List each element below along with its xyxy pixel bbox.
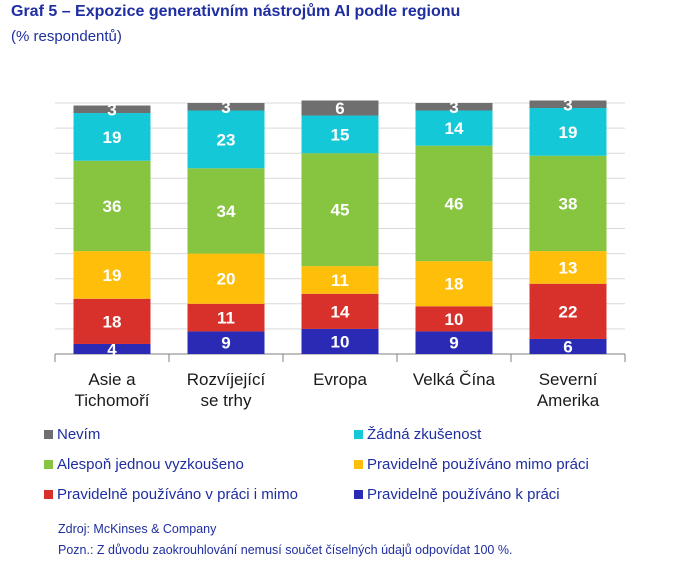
data-label: 19	[559, 123, 578, 142]
bar-segment	[187, 253, 265, 304]
bar-segment	[529, 283, 607, 339]
bar-segment	[415, 261, 493, 307]
bar-segment	[529, 251, 607, 284]
bar-segment	[301, 266, 379, 294]
legend-item: Nevím	[44, 426, 100, 443]
legend-swatch	[44, 430, 53, 439]
legend-swatch	[44, 490, 53, 499]
footnote: Pozn.: Z důvodu zaokrouhlování nemusí so…	[58, 543, 513, 557]
bar-segment	[301, 328, 379, 354]
data-label: 22	[559, 302, 578, 321]
data-label: 20	[217, 270, 236, 289]
x-tick-label: se trhy	[200, 391, 252, 410]
chart-title: Graf 5 – Expozice generativním nástrojům…	[11, 3, 461, 20]
bar-segment	[187, 331, 265, 354]
data-label: 18	[445, 275, 464, 294]
data-label: 3	[107, 100, 116, 119]
bar-segment	[187, 103, 265, 111]
bar-segment	[187, 110, 265, 169]
bar-segment	[73, 105, 151, 114]
legend-swatch	[354, 430, 363, 439]
data-label: 18	[103, 312, 122, 331]
legend-label: Pravidelně používáno k práci	[367, 486, 560, 503]
bar-segment	[415, 110, 493, 146]
data-label: 13	[559, 258, 578, 277]
bar-segment	[301, 153, 379, 267]
bar-segment	[187, 303, 265, 332]
x-tick-label: Asie a	[88, 370, 136, 389]
data-label: 6	[563, 337, 572, 356]
data-label: 9	[449, 334, 458, 353]
data-label: 11	[217, 309, 235, 328]
bar-segment	[73, 343, 151, 354]
bar-segment	[73, 251, 151, 299]
legend-swatch	[44, 460, 53, 469]
data-label: 23	[217, 130, 236, 149]
bar-segment	[415, 145, 493, 262]
data-label: 6	[335, 99, 344, 118]
legend-label: Pravidelně používáno v práci i mimo	[57, 486, 298, 503]
legend-swatch	[354, 460, 363, 469]
legend-item: Pravidelně používáno v práci i mimo	[44, 486, 298, 503]
bar-segment	[529, 338, 607, 354]
data-label: 46	[445, 194, 464, 213]
x-tick-label: Rozvíjející	[187, 370, 266, 389]
bar-segment	[415, 331, 493, 354]
legend-label: Žádná zkušenost	[367, 426, 482, 443]
x-tick-label: Severní	[539, 370, 598, 389]
data-label: 3	[563, 95, 572, 114]
bar-segment	[301, 100, 379, 116]
bar-segment	[73, 298, 151, 344]
bar-segment	[73, 113, 151, 161]
x-tick-label: Amerika	[537, 391, 600, 410]
data-label: 34	[217, 202, 236, 221]
data-label: 4	[107, 340, 117, 359]
data-label: 19	[103, 128, 122, 147]
data-label: 3	[449, 98, 458, 117]
x-tick-label: Tichomoří	[75, 391, 150, 410]
data-label: 14	[445, 119, 464, 138]
legend-swatch	[354, 490, 363, 499]
data-label: 11	[331, 271, 349, 290]
legend-label: Pravidelně používáno mimo práci	[367, 456, 589, 473]
data-label: 19	[103, 266, 122, 285]
data-label: 45	[331, 201, 350, 220]
data-label: 38	[559, 194, 578, 213]
source-note: Zdroj: McKinses & Company	[58, 522, 217, 536]
bar-segment	[187, 168, 265, 254]
legend-item: Alespoň jednou vyzkoušeno	[44, 456, 244, 473]
legend-label: Nevím	[57, 426, 101, 443]
data-label: 9	[221, 334, 230, 353]
legend-item: Pravidelně používáno mimo práci	[354, 456, 589, 473]
data-label: 10	[331, 332, 350, 351]
data-label: 36	[103, 197, 122, 216]
bar-segment	[73, 160, 151, 252]
bar-segment	[301, 293, 379, 329]
data-label: 10	[445, 310, 464, 329]
bar-segment	[415, 306, 493, 332]
bar-segment	[529, 155, 607, 252]
legend-item: Pravidelně používáno k práci	[354, 486, 560, 503]
data-label: 15	[331, 125, 350, 144]
data-label: 3	[221, 98, 230, 117]
bar-segment	[529, 108, 607, 156]
chart-subtitle: (% respondentů)	[11, 28, 122, 45]
bar-segment	[529, 100, 607, 109]
legend-item: Žádná zkušenost	[354, 426, 481, 443]
x-tick-label: Evropa	[313, 370, 367, 389]
x-tick-label: Velká Čína	[413, 370, 496, 389]
bar-segment	[301, 115, 379, 154]
legend-label: Alespoň jednou vyzkoušeno	[57, 456, 244, 473]
data-label: 14	[331, 302, 350, 321]
bar-segment	[415, 103, 493, 111]
